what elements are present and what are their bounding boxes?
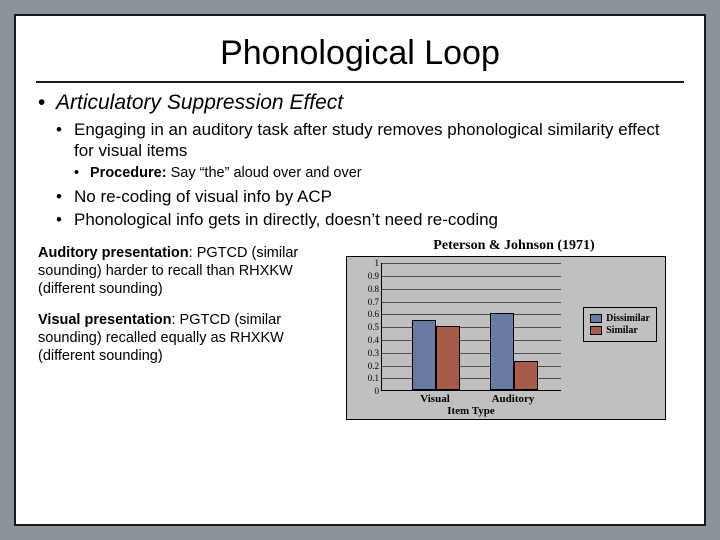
bar-auditory-dissimilar (490, 313, 514, 390)
x-tick-label: Auditory (483, 393, 543, 405)
grid-line (382, 289, 561, 290)
grid-line (382, 340, 561, 341)
bar-visual-dissimilar (412, 320, 436, 390)
visual-paragraph: Visual presentation: PGTCD (similar soun… (38, 311, 338, 365)
y-tick-label: 0 (375, 386, 383, 396)
bullet-level2: No re-coding of visual info by ACP (56, 186, 682, 207)
y-tick-label: 0.8 (368, 284, 382, 294)
y-tick-label: 0.3 (368, 348, 382, 358)
y-tick-label: 0.9 (368, 271, 382, 281)
chart-citation: Peterson & Johnson (1971) (346, 238, 682, 254)
legend-label: Dissimilar (606, 313, 650, 324)
grid-line (382, 263, 561, 264)
legend-row-dissimilar: Dissimilar (590, 313, 650, 324)
y-tick-label: 1 (375, 258, 383, 268)
visual-label: Visual presentation (38, 312, 172, 328)
legend-swatch (590, 326, 602, 335)
slide-body: Articulatory Suppression Effect Engaging… (16, 91, 704, 230)
bullet-level3: Procedure: Say “the” aloud over and over (74, 164, 682, 182)
x-axis-title: Item Type (381, 405, 561, 417)
legend-label: Similar (606, 325, 638, 336)
bullet-level2: Phonological info gets in directly, does… (56, 209, 682, 230)
legend-row-similar: Similar (590, 325, 650, 336)
grid-line (382, 314, 561, 315)
y-tick-label: 0.2 (368, 361, 382, 371)
bullet-level2: Engaging in an auditory task after study… (56, 119, 682, 162)
procedure-label: Procedure: (90, 165, 167, 181)
title-divider (36, 81, 684, 83)
y-tick-label: 0.5 (368, 322, 382, 332)
grid-line (382, 327, 561, 328)
y-tick-label: 0.6 (368, 309, 382, 319)
y-tick-label: 0.4 (368, 335, 382, 345)
grid-line (382, 276, 561, 277)
y-tick-label: 0.1 (368, 373, 382, 383)
presentation-text-column: Auditory presentation: PGTCD (similar so… (38, 238, 338, 420)
bullet-level1: Articulatory Suppression Effect (38, 91, 682, 115)
x-tick-label: Visual (405, 393, 465, 405)
slide-frame: Phonological Loop Articulatory Suppressi… (14, 14, 706, 526)
grid-line (382, 302, 561, 303)
bar-chart: 00.10.20.30.40.50.60.70.80.91 Dissimilar… (346, 256, 666, 420)
bar-visual-similar (436, 326, 460, 390)
slide-title: Phonological Loop (16, 16, 704, 81)
plot-area: 00.10.20.30.40.50.60.70.80.91 (381, 263, 561, 391)
legend-swatch (590, 314, 602, 323)
chart-legend: Dissimilar Similar (583, 307, 657, 342)
procedure-text: Say “the” aloud over and over (167, 165, 362, 181)
chart-container: Peterson & Johnson (1971) 00.10.20.30.40… (346, 238, 682, 420)
bottom-row: Auditory presentation: PGTCD (similar so… (16, 232, 704, 420)
y-tick-label: 0.7 (368, 297, 382, 307)
auditory-label: Auditory presentation (38, 245, 189, 261)
grid-line (382, 353, 561, 354)
bar-auditory-similar (514, 361, 538, 390)
auditory-paragraph: Auditory presentation: PGTCD (similar so… (38, 244, 338, 298)
